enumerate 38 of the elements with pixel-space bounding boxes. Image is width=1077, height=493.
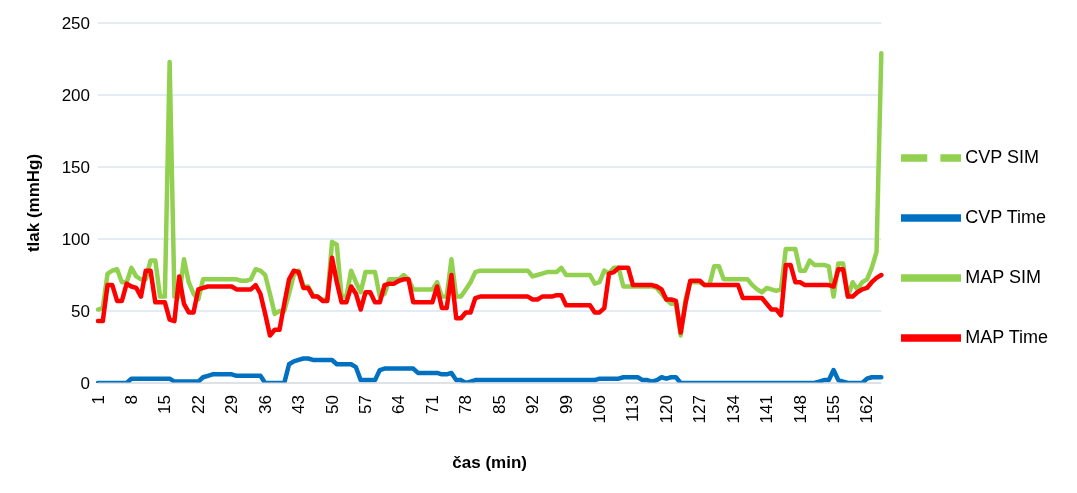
x-tick-label: 22 (188, 395, 208, 414)
x-tick-label: 8 (121, 395, 141, 405)
x-tick-label: 99 (556, 395, 576, 414)
legend-label: CVP SIM (965, 146, 1039, 167)
line-series (95, 356, 884, 383)
legend-label: MAP Time (965, 326, 1048, 347)
x-tick-label: 113 (623, 395, 643, 423)
x-tick-label: 134 (723, 395, 743, 424)
x-tick-label: 106 (590, 395, 610, 424)
y-tick-label: 250 (61, 14, 90, 34)
x-tick-label: 162 (857, 395, 877, 424)
y-tick-label: 150 (61, 158, 90, 178)
x-tick-label: 29 (222, 395, 242, 414)
x-tick-label: 78 (456, 395, 476, 414)
x-tick-label: 50 (322, 395, 342, 414)
x-tick-label: 57 (355, 395, 375, 414)
x-tick-label: 141 (757, 395, 777, 424)
y-axis-title: tlak (mmHg) (24, 153, 44, 253)
x-tick-label: 92 (523, 395, 543, 414)
x-tick-label: 43 (289, 395, 309, 414)
y-tick-label: 50 (71, 302, 90, 322)
x-tick-label: 36 (255, 395, 275, 414)
y-tick-label: 200 (61, 86, 90, 106)
legend-label: MAP SIM (965, 266, 1041, 287)
x-tick-label: 127 (690, 395, 710, 424)
y-tick-label: 0 (80, 374, 90, 394)
x-tick-label: 148 (790, 395, 810, 424)
legend-label: CVP Time (965, 206, 1047, 227)
x-tick-label: 85 (489, 395, 509, 414)
x-tick-label: 71 (422, 395, 442, 414)
x-tick-label: 64 (389, 395, 409, 414)
x-tick-label: 1 (88, 395, 108, 405)
x-tick-label: 155 (824, 395, 844, 424)
y-tick-label: 100 (61, 230, 90, 250)
x-tick-label: 120 (656, 395, 676, 424)
line-series (95, 255, 884, 338)
x-axis-title: čas (min) (452, 453, 527, 472)
x-tick-label: 15 (155, 395, 175, 414)
